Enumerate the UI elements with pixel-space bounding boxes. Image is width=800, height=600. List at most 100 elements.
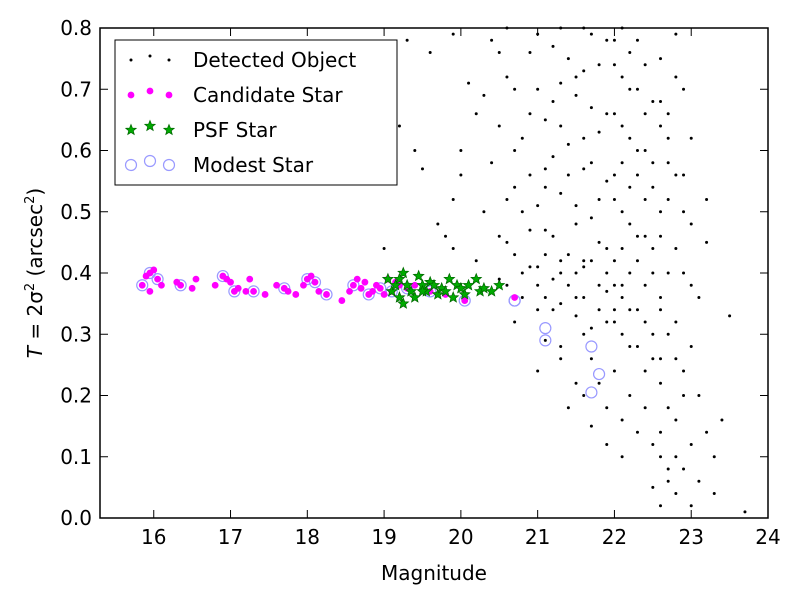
data-point [689,345,693,348]
data-point [301,273,314,286]
legend-marker-glyph [167,58,171,62]
data-point [628,222,632,226]
data-point [528,112,532,116]
data-point [451,247,455,250]
series-modest-star [136,266,606,399]
data-point [635,430,639,434]
data-point [589,106,593,110]
data-point [551,100,555,103]
data-point [697,296,701,299]
data-point [490,38,494,42]
data-point [551,277,555,281]
data-point [589,326,593,330]
data-point [543,167,547,171]
data-point [380,291,388,298]
data-point [300,281,307,289]
data-point [374,282,387,295]
data-point [427,278,441,291]
data-point [674,492,678,495]
x-tick-label: 23 [678,525,703,549]
data-point [146,287,154,295]
data-point [357,284,365,292]
data-point [674,173,678,177]
x-tick-label: 21 [525,525,550,549]
data-point [635,149,639,152]
x-tick-label: 18 [295,525,320,549]
data-point [551,234,555,238]
data-point [505,198,509,201]
data-point [605,179,609,183]
data-point [720,418,724,422]
data-point [559,357,563,361]
y-tick-label: 0.2 [60,384,92,408]
data-point [574,314,578,318]
data-point [612,63,616,67]
data-point [551,155,555,159]
data-point [585,386,598,399]
data-point [574,296,578,299]
data-point [520,271,524,275]
data-point [513,253,517,257]
data-point [444,234,448,238]
data-point [597,130,601,134]
data-point [543,228,547,232]
data-point [597,63,601,67]
data-point [566,406,570,410]
data-point [674,32,678,36]
data-point [459,173,463,177]
data-point [520,210,524,214]
data-point [543,296,547,299]
data-point [349,281,357,289]
data-point [246,275,254,283]
legend-marker-detected-object [129,54,171,62]
data-point [528,228,532,232]
data-point [528,265,532,269]
y-tick-label: 0.7 [60,77,92,101]
y-tick-label: 0.8 [60,16,92,40]
data-point [559,302,563,306]
data-point [582,265,586,269]
data-point [397,266,410,279]
data-point [177,281,185,289]
data-point [635,308,639,312]
data-point [674,75,678,79]
data-point [497,234,501,238]
data-point [659,430,663,434]
y-axis-title-close: ) [23,188,47,196]
data-point [597,198,601,201]
data-point [674,418,678,422]
data-point [543,118,547,122]
data-point [666,136,670,140]
data-point [250,287,257,295]
x-tick-label: 20 [448,525,473,549]
data-point [136,279,149,292]
data-point [376,284,384,292]
data-point [612,38,616,42]
data-point [574,204,578,208]
data-point [511,294,519,301]
data-point [612,308,616,312]
data-point [674,320,678,324]
y-tick-label: 0.6 [60,139,92,163]
y-tick-label: 0.4 [60,261,92,285]
data-point [612,173,616,177]
x-tick-label: 22 [602,525,627,549]
data-point [635,345,639,348]
data-point [439,284,452,297]
data-point [447,291,460,303]
data-point [605,289,609,293]
data-point [431,287,444,300]
legend-marker-glyph [165,91,173,99]
data-point [605,271,609,275]
data-point [612,112,616,116]
data-point [659,357,663,361]
data-point [659,234,663,238]
data-point [582,259,586,263]
data-point [308,276,322,289]
y-axis-title-sup2: 2 [23,196,38,204]
data-point [543,338,547,342]
data-point [666,271,670,275]
data-point [474,112,478,116]
legend-label-psf-star: PSF Star [193,118,277,142]
x-tick-label: 19 [371,525,396,549]
